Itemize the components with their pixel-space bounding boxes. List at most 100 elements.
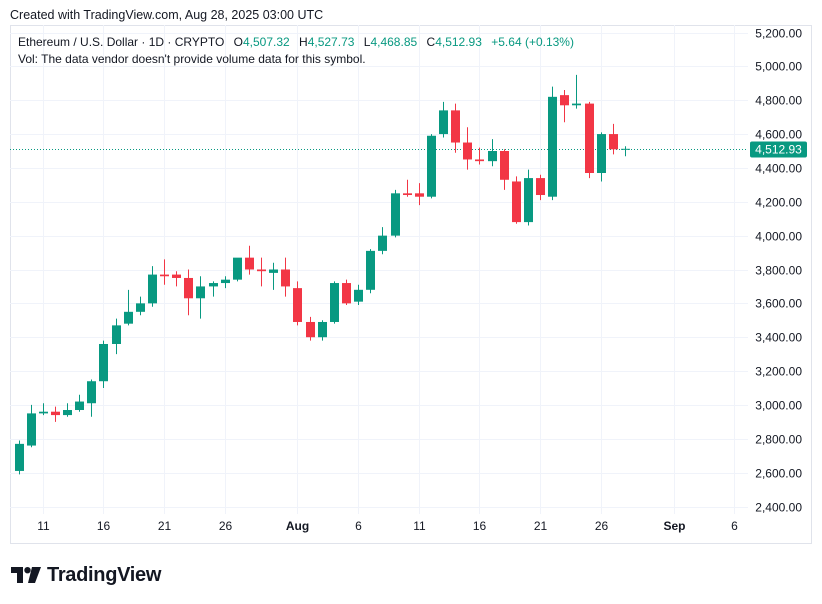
candle-body [524, 178, 533, 223]
x-tick-label: 11 [413, 519, 426, 533]
candle-body [548, 96, 557, 197]
candle-body [403, 193, 412, 196]
y-tick-label: 2,600.00 [755, 467, 802, 481]
open-label: O [233, 35, 243, 49]
low-value: 4,468.85 [370, 35, 418, 49]
candle [500, 149, 509, 190]
candle-body [172, 274, 181, 278]
candle [330, 281, 339, 324]
candle [269, 262, 278, 290]
candle [463, 127, 472, 170]
candle [439, 101, 448, 138]
candle-body [609, 134, 618, 150]
candle [99, 340, 108, 388]
y-tick-label: 3,800.00 [755, 264, 802, 278]
candle-body [221, 279, 230, 284]
volume-note: Vol: The data vendor doesn't provide vol… [18, 52, 366, 66]
candle-body [281, 269, 290, 287]
high-value: 4,527.73 [307, 35, 355, 49]
candle-body [27, 413, 36, 446]
candle-body [112, 325, 121, 344]
symbol-title: Ethereum / U.S. Dollar · 1D · CRYPTO [18, 35, 225, 49]
candle-body [572, 103, 581, 106]
y-tick-label: 3,600.00 [755, 297, 802, 311]
y-tick-label: 5,000.00 [755, 60, 802, 74]
candle [427, 134, 436, 199]
x-tick-label: 21 [158, 519, 172, 533]
x-tick-label: 21 [534, 519, 548, 533]
y-tick-label: 3,400.00 [755, 331, 802, 345]
tradingview-brand[interactable]: TradingView [11, 562, 161, 588]
candle-body [475, 159, 484, 162]
candle [354, 284, 363, 306]
candle-body [500, 151, 509, 180]
high-label: H [299, 35, 308, 49]
candle-body [245, 257, 254, 270]
y-tick-label: 5,200.00 [755, 27, 802, 41]
candle [184, 269, 193, 316]
candle-body [354, 289, 363, 302]
candle [87, 379, 96, 417]
candle-body [536, 178, 545, 196]
candle-body [560, 95, 569, 106]
candle [524, 169, 533, 226]
candle-body [463, 142, 472, 160]
candle-body [39, 411, 48, 414]
candle-body [148, 274, 157, 304]
candle [560, 90, 569, 123]
candle [148, 266, 157, 307]
last-price-label: 4,512.93 [755, 143, 802, 157]
tradingview-logo-icon [11, 567, 41, 583]
price-change: +5.64 (+0.13%) [491, 35, 574, 49]
symbol-legend: Ethereum / U.S. Dollar · 1D · CRYPTO O 4,… [18, 35, 574, 49]
low-label: L [363, 35, 371, 49]
candle [609, 123, 618, 155]
candle-body [585, 103, 594, 174]
candle [281, 257, 290, 297]
y-tick-label: 2,800.00 [755, 433, 802, 447]
candle [245, 245, 254, 275]
candle [621, 146, 630, 157]
y-tick-label: 4,800.00 [755, 94, 802, 108]
candle [51, 406, 60, 422]
candle [196, 276, 205, 319]
candle-body [209, 283, 218, 287]
candle [378, 227, 387, 255]
close-label: C [426, 35, 436, 49]
candle [160, 259, 169, 285]
candle-body [293, 288, 302, 322]
last-price-badge [750, 141, 807, 158]
candle [342, 279, 351, 306]
candle [451, 103, 460, 153]
candle-body [63, 410, 72, 416]
candle [488, 139, 497, 167]
candle [39, 403, 48, 416]
candle-body [184, 277, 193, 299]
candle [536, 174, 545, 201]
candle-body [75, 401, 84, 411]
candle-body [427, 135, 436, 197]
x-tick-label: 6 [731, 519, 738, 533]
y-tick-label: 4,000.00 [755, 230, 802, 244]
candle-body [269, 269, 278, 273]
candle-body [378, 235, 387, 251]
chart-frame [10, 25, 812, 544]
y-tick-label: 4,600.00 [755, 128, 802, 142]
x-tick-label: Aug [286, 519, 309, 533]
candle [112, 318, 121, 355]
y-tick-label: 3,200.00 [755, 365, 802, 379]
candle-body [330, 283, 339, 322]
candle-body [366, 250, 375, 290]
candle [15, 440, 24, 475]
x-tick-label: 6 [355, 519, 362, 533]
candle-body [621, 148, 630, 150]
close-value: 4,512.93 [435, 35, 482, 49]
candle-body [233, 257, 242, 280]
x-tick-label: 16 [473, 519, 487, 533]
candlestick-chart[interactable]: 5,200.00 5,000.00 4,800.00 4,600.00 4,400.00… [10, 25, 812, 544]
y-tick-label: 3,000.00 [755, 399, 802, 413]
candle-body [15, 443, 24, 471]
candle-body [415, 193, 424, 197]
candle [63, 403, 72, 417]
candle [124, 289, 133, 326]
